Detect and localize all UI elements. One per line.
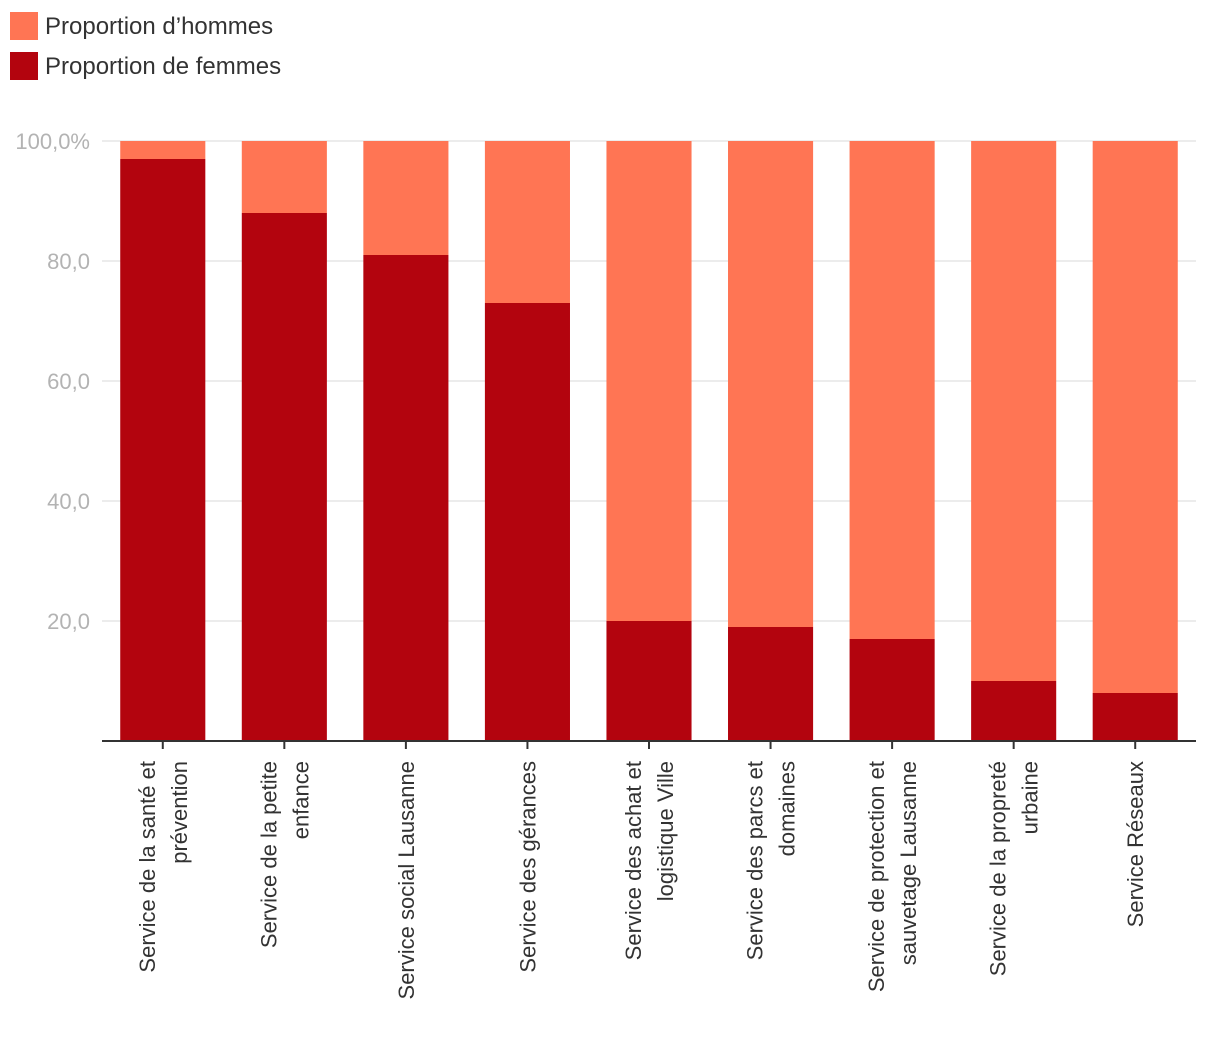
legend-swatch-0 bbox=[10, 52, 38, 80]
bar-series1-cat8 bbox=[1092, 141, 1178, 693]
bar-series0-cat3 bbox=[484, 303, 570, 741]
x-tick-label-1-line-0: Service de la petite bbox=[256, 761, 281, 948]
bar-series1-cat0 bbox=[120, 141, 206, 159]
bar-series0-cat2 bbox=[363, 255, 449, 741]
bar-series1-cat6 bbox=[849, 141, 935, 639]
bar-series1-cat3 bbox=[484, 141, 570, 303]
x-tick-label-6-line-0: Service de protection et bbox=[864, 761, 889, 992]
x-tick-label-5-line-0: Service des parcs et bbox=[743, 761, 768, 960]
x-tick-label-8-line-0: Service Réseaux bbox=[1123, 761, 1148, 927]
bars bbox=[120, 141, 1178, 741]
y-tick-label-0: 20,0 bbox=[47, 609, 90, 634]
bar-series0-cat6 bbox=[849, 639, 935, 741]
x-tick-label-2-line-0: Service social Lausanne bbox=[394, 761, 419, 999]
x-axis-ticks: Service de la santé et prévention Service … bbox=[135, 741, 1148, 999]
bar-series1-cat7 bbox=[971, 141, 1057, 681]
x-tick-label-7-line-1: urbaine bbox=[1018, 761, 1043, 834]
x-tick-label-5-line-1: domaines bbox=[775, 761, 800, 856]
y-axis-ticks: 20,0 40,0 60,0 80,0 100,0% bbox=[15, 129, 90, 634]
y-tick-label-4: 100,0% bbox=[15, 129, 90, 154]
x-tick-label-7-line-0: Service de la propreté bbox=[986, 761, 1011, 976]
x-tick-label-1-line-1: enfance bbox=[288, 761, 313, 839]
bar-series1-cat4 bbox=[606, 141, 692, 621]
legend: Proportion d’hommes Proportion de femmes bbox=[10, 12, 281, 80]
y-tick-label-2: 60,0 bbox=[47, 369, 90, 394]
x-tick-label-0-line-1: prévention bbox=[167, 761, 192, 864]
x-tick-label-6-line-1: sauvetage Lausanne bbox=[896, 761, 921, 965]
x-tick-label-3-line-0: Service des gérances bbox=[515, 761, 540, 973]
y-tick-label-1: 40,0 bbox=[47, 489, 90, 514]
bar-series0-cat0 bbox=[120, 159, 206, 741]
bar-series0-cat4 bbox=[606, 621, 692, 741]
bar-series0-cat1 bbox=[241, 213, 327, 741]
legend-label-1: Proportion d’hommes bbox=[45, 13, 273, 40]
legend-label-0: Proportion de femmes bbox=[45, 53, 281, 80]
x-tick-label-4-line-1: logistique Ville bbox=[653, 761, 678, 901]
bar-series1-cat2 bbox=[363, 141, 449, 255]
bar-series0-cat5 bbox=[728, 627, 814, 741]
y-tick-label-3: 80,0 bbox=[47, 249, 90, 274]
bar-series0-cat7 bbox=[971, 681, 1057, 741]
x-tick-label-0-line-0: Service de la santé et bbox=[135, 761, 160, 973]
bar-series1-cat5 bbox=[728, 141, 814, 627]
legend-swatch-1 bbox=[10, 12, 38, 40]
x-tick-label-4-line-0: Service des achat et bbox=[621, 761, 646, 960]
bar-series0-cat8 bbox=[1092, 693, 1178, 741]
bar-series1-cat1 bbox=[241, 141, 327, 213]
